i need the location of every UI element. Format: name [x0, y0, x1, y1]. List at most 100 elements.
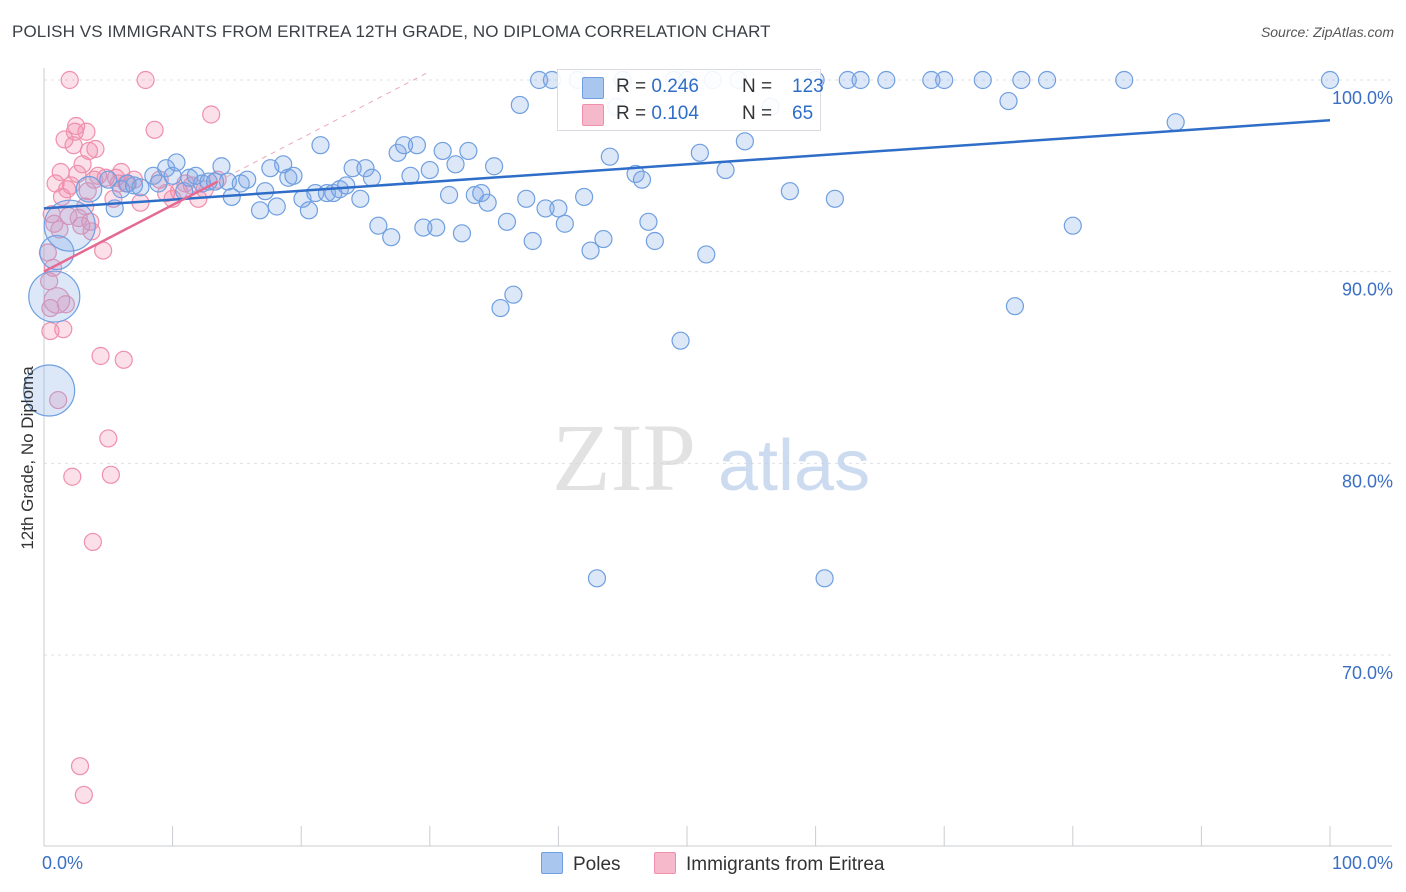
poles-point	[478, 193, 497, 212]
eritrea-point	[56, 295, 75, 314]
axes	[43, 68, 1392, 847]
poles-point	[935, 70, 954, 90]
legend-r-poles: 0.246	[651, 76, 699, 97]
poles-point	[28, 270, 81, 323]
eritrea-point	[70, 757, 90, 776]
eritrea-point	[114, 350, 133, 369]
legend-r-label: R =	[616, 76, 647, 97]
poles-point	[212, 157, 231, 176]
legend-n-eritrea: 65	[792, 103, 814, 124]
bottom-legend-swatch-eritrea	[654, 852, 676, 874]
poles-point	[99, 170, 118, 189]
series-eritrea-points	[38, 70, 227, 805]
legend-r-label: R =	[616, 103, 647, 124]
poles-point	[530, 70, 549, 90]
eritrea-trend-line	[43, 180, 219, 273]
poles-point	[23, 364, 76, 417]
y-tick-labels: 100.0% 90.0% 80.0% 70.0%	[1332, 88, 1393, 683]
legend-n-label: N =	[742, 76, 773, 97]
poles-point	[149, 174, 168, 193]
trend-lines	[43, 71, 1331, 273]
poles-point	[75, 175, 103, 203]
poles-point	[555, 214, 574, 233]
bottom-legend-swatch-poles	[541, 852, 563, 874]
y-tick-label: 70.0%	[1342, 663, 1393, 683]
poles-point	[639, 212, 658, 231]
poles-point	[369, 216, 388, 235]
eritrea-point	[55, 130, 74, 149]
eritrea-point	[145, 120, 164, 139]
poles-point	[497, 212, 517, 231]
poles-point	[587, 569, 607, 588]
poles-point	[337, 176, 356, 195]
poles-point	[131, 178, 150, 197]
poles-point	[697, 245, 716, 264]
eritrea-point	[43, 287, 71, 314]
poles-point	[549, 199, 568, 218]
eritrea-point	[61, 176, 81, 195]
poles-point	[536, 199, 555, 218]
poles-point	[167, 153, 186, 172]
eritrea-point	[78, 182, 97, 201]
poles-point	[420, 160, 439, 180]
eritrea-point	[101, 465, 120, 484]
chart-title: POLISH VS IMMIGRANTS FROM ERITREA 12TH G…	[12, 22, 771, 41]
y-tick-label: 80.0%	[1342, 471, 1393, 491]
x-tick-label-min: 0.0%	[42, 853, 83, 873]
poles-point	[284, 166, 303, 185]
poles-point	[394, 136, 414, 155]
poles-point	[1012, 70, 1031, 90]
poles-point	[485, 157, 504, 176]
poles-point	[504, 285, 523, 304]
poles-point	[439, 185, 459, 205]
poles-point	[238, 170, 257, 189]
poles-point	[124, 176, 144, 195]
poles-point	[825, 189, 844, 208]
eritrea-point	[74, 785, 93, 805]
y-tick-label: 100.0%	[1332, 88, 1393, 108]
poles-point	[299, 201, 319, 220]
poles-point	[256, 182, 275, 201]
poles-point	[851, 70, 870, 90]
poles-point	[311, 136, 330, 155]
eritrea-point	[81, 212, 100, 231]
poles-point	[1063, 216, 1082, 235]
series-poles-points	[23, 70, 1340, 588]
poles-point	[999, 91, 1018, 111]
poles-point	[452, 224, 472, 243]
poles-point	[735, 132, 754, 151]
bottom-legend-label-poles: Poles	[573, 854, 621, 875]
bottom-legend-poles: Poles	[541, 852, 621, 876]
eritrea-point	[50, 220, 69, 239]
eritrea-point	[79, 141, 99, 161]
poles-point	[632, 170, 652, 189]
eritrea-point	[49, 390, 68, 410]
eritrea-point	[136, 70, 155, 90]
poles-point	[343, 159, 362, 178]
watermark-atlas: atlas	[718, 426, 870, 506]
eritrea-point	[54, 320, 73, 339]
bottom-legend-eritrea: Immigrants from Eritrea	[654, 852, 884, 876]
poles-point	[407, 136, 427, 155]
eritrea-point	[202, 105, 221, 124]
watermark: ZIP atlas	[552, 404, 870, 511]
legend-n-label: N =	[742, 103, 773, 124]
poles-point	[716, 160, 735, 180]
y-tick-label: 90.0%	[1342, 280, 1393, 300]
poles-point	[491, 298, 510, 318]
poles-point	[581, 241, 600, 260]
legend-r-eritrea: 0.104	[651, 103, 699, 124]
watermark-zip: ZIP	[552, 404, 696, 511]
poles-point	[922, 70, 941, 90]
bottom-legend-label-eritrea: Immigrants from Eritrea	[686, 854, 885, 875]
poles-point	[414, 218, 433, 237]
poles-point	[1037, 70, 1057, 90]
eritrea-point	[99, 429, 118, 448]
poles-point	[815, 569, 834, 588]
eritrea-point	[67, 116, 86, 136]
poles-point	[877, 70, 896, 90]
y-axis-label: 12th Grade, No Diploma	[18, 366, 37, 550]
poles-point	[973, 70, 992, 90]
legend-swatch-poles	[582, 77, 604, 99]
